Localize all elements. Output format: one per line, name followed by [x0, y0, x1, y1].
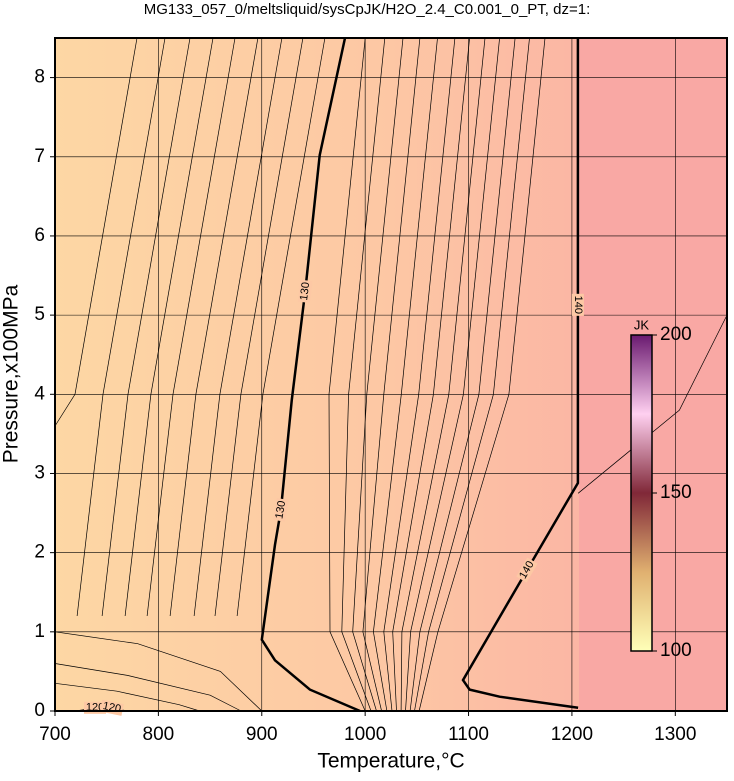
contour-line — [328, 37, 366, 712]
contour-label-group: 140 — [571, 293, 584, 316]
contour-line — [214, 37, 304, 617]
contour-line — [352, 37, 404, 712]
colorbar-tick-label: 200 — [660, 324, 692, 345]
contour-label-group: 130 — [273, 498, 289, 522]
contour-line — [418, 37, 546, 712]
contour-line — [124, 37, 214, 617]
contour-line — [236, 37, 326, 617]
y-tick-label: 4 — [34, 383, 45, 404]
plot-background — [55, 38, 727, 711]
contour-line — [54, 37, 138, 427]
contour-label-group: 130 — [297, 279, 313, 304]
contour-line — [400, 37, 486, 712]
contour-label-bg — [571, 293, 584, 316]
contour-line — [405, 37, 500, 712]
contour-line — [341, 37, 386, 712]
colorbar — [630, 334, 653, 652]
contour-line — [409, 37, 516, 712]
contour-line — [169, 37, 259, 617]
colorbar-tick-label: 100 — [660, 640, 692, 661]
y-axis-label: Pressure,x100MPa — [0, 284, 23, 463]
plot-frame — [54, 37, 728, 712]
x-tick-label: 700 — [39, 724, 71, 745]
contour-line — [146, 37, 236, 617]
contour-label-bg — [273, 498, 289, 522]
contour-label-bg — [516, 557, 538, 583]
contour-line — [414, 37, 530, 712]
y-tick-label: 7 — [34, 146, 45, 167]
y-tick-label: 5 — [34, 304, 45, 325]
x-tick-label: 1200 — [551, 724, 593, 745]
contour-label-bg — [297, 279, 313, 304]
contour-line-bold — [260, 37, 361, 713]
y-tick-label: 1 — [34, 621, 45, 642]
contour-line — [362, 37, 421, 712]
contour-line — [54, 663, 242, 712]
x-tick-label: 800 — [143, 724, 175, 745]
y-tick-label: 6 — [34, 225, 45, 246]
contour-line — [383, 37, 456, 712]
contour-line — [54, 631, 263, 712]
contour-label: 140 — [572, 296, 584, 314]
contour-line — [373, 37, 438, 712]
colorbar-label: JK — [634, 317, 650, 332]
contour-label: 130 — [273, 500, 288, 520]
contour-line — [392, 37, 470, 712]
chart-title: MG133_057_0/meltsliquid/sysCpJK/H2O_2.4_… — [144, 1, 591, 18]
x-tick-label: 1000 — [344, 724, 386, 745]
contour-label: 130 — [298, 282, 312, 302]
x-tick-label: 1300 — [654, 724, 696, 745]
colorbar-tick-label: 150 — [660, 482, 692, 503]
y-tick-label: 8 — [34, 67, 45, 88]
y-tick-label: 3 — [34, 462, 45, 483]
contour-line — [101, 37, 191, 617]
x-tick-label: 1100 — [448, 724, 489, 745]
contour-line — [54, 682, 200, 712]
contour-line — [76, 37, 166, 617]
contour-line — [193, 37, 283, 617]
contour-line-bold — [461, 38, 580, 710]
y-tick-label: 2 — [34, 542, 45, 563]
x-tick-label: 900 — [246, 724, 278, 745]
contour-line — [577, 314, 728, 494]
x-axis-label: Temperature,°C — [317, 750, 464, 773]
y-tick-label: 0 — [34, 700, 45, 721]
